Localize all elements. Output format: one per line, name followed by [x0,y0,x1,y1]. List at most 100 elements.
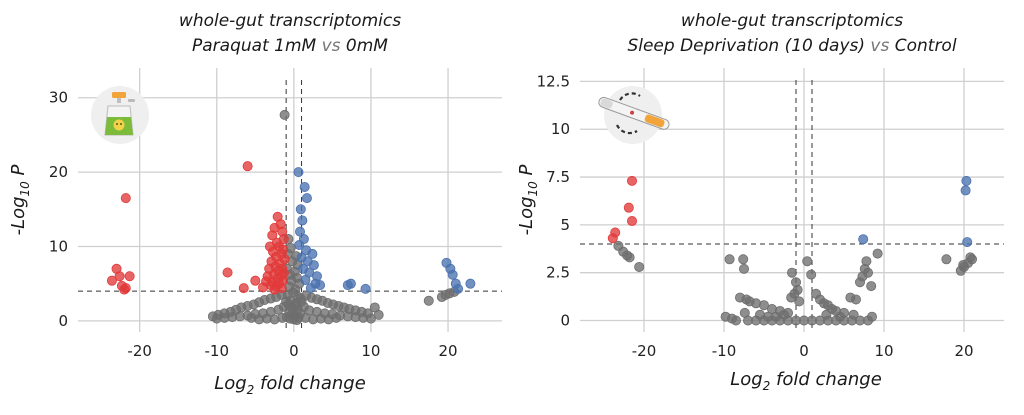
data-point-up [295,204,306,215]
y-tick-label: 20 [49,163,68,181]
data-point-ns [965,252,976,263]
title-condition-a: Sleep Deprivation (10 days) [627,36,865,56]
x-axis-label: Log2 fold change [214,373,366,397]
data-point-ns [724,254,735,265]
volcano-plot-paraquat: whole-gut transcriptomics Paraquat 1mM v… [8,11,502,397]
data-point-ns [821,309,832,320]
data-point-ns [731,315,742,326]
data-point-ns [759,300,770,311]
y-axis-label: -Log10 P [8,164,32,235]
data-point-down [124,271,135,282]
sleep-deprivation-tube-icon [598,86,670,144]
paraquat-bottle-icon [91,86,149,144]
data-point-ns [802,256,813,267]
x-tick-label: -20 [127,342,152,360]
title-vs: vs [322,36,341,56]
y-tick-label: 0 [560,312,570,330]
data-point-up [960,185,971,196]
data-point-down [119,284,130,295]
data-point-ns [867,311,878,322]
y-tick-label: 0 [58,312,68,330]
data-point-down [267,230,278,241]
data-point-down [106,275,117,286]
y-tick-label: 7.5 [546,168,570,186]
data-point-ns [863,267,874,278]
tick-labels: -20 -10 0 10 20 0 10 20 30 [49,89,458,360]
data-point-ns [787,267,798,278]
data-point-ns [941,254,952,265]
data-point-up [465,278,476,289]
data-point-ns [624,252,635,263]
data-point-up [315,280,326,291]
y-tick-label: 2.5 [546,264,570,282]
data-point-ns [739,263,750,274]
data-point-ns [423,295,434,306]
data-point-ns [738,254,749,265]
data-point-down [269,284,280,295]
chart-title-line2: Sleep Deprivation (10 days) vs Control [627,36,956,56]
data-point-up [447,269,458,280]
data-points [607,175,978,326]
data-point-ns [365,313,376,324]
data-point-up [301,193,312,204]
x-tick-label: -10 [712,342,737,360]
y-axis-label: -Log10 P [516,164,540,235]
data-point-ns [211,313,222,324]
data-point-up [858,234,869,245]
data-point-ns [298,301,309,312]
data-point-up [294,239,305,250]
data-point-up [299,181,310,192]
y-tick-label: 10 [551,120,570,138]
data-point-ns [634,261,645,272]
data-point-ns [279,109,290,120]
data-point-up [297,215,308,226]
data-point-ns [835,311,846,322]
data-point-ns [779,309,790,320]
data-point-down [627,216,638,227]
data-point-down [242,161,253,172]
y-tick-label: 10 [49,237,68,255]
data-point-down [627,175,638,186]
y-tick-label: 30 [49,89,68,107]
data-point-down [623,202,634,213]
data-point-up [305,283,316,294]
data-point-ns [872,248,883,259]
data-point-up [307,248,318,259]
data-point-down [238,283,249,294]
x-tick-label: 0 [289,342,299,360]
x-axis-label: Log2 fold change [730,369,882,393]
y-tick-label: 12.5 [537,72,570,90]
data-point-ns [246,312,257,323]
data-point-up [308,260,319,271]
x-tick-label: 10 [361,342,380,360]
data-point-down [261,276,272,287]
y-tick-label: 5 [560,216,570,234]
volcano-plot-sleep-deprivation: whole-gut transcriptomics Sleep Deprivat… [516,11,1004,393]
data-point-ns [866,281,877,292]
data-point-up [453,283,464,294]
data-point-up [962,237,973,248]
data-point-up [360,283,371,294]
chart-title-line1: whole-gut transcriptomics [681,11,903,31]
data-point-ns [291,315,302,326]
title-vs: vs [870,36,889,56]
data-point-down [607,233,618,244]
data-point-down [222,267,233,278]
x-tick-label: 20 [438,342,457,360]
data-point-up [961,175,972,186]
x-tick-label: 10 [874,342,893,360]
data-point-ns [786,292,797,303]
data-point-ns [958,260,969,271]
x-tick-label: -10 [205,342,230,360]
data-point-up [342,280,353,291]
data-point-ns [278,301,289,312]
data-point-down [120,193,131,204]
title-condition-a: Paraquat 1mM [192,36,317,56]
data-point-down [114,271,125,282]
chart-title-line1: whole-gut transcriptomics [179,11,401,31]
chart-title-line2: Paraquat 1mM vs 0mM [192,36,388,56]
data-points [106,109,476,326]
tick-labels: -20 -10 0 10 20 0 2.5 5 7.5 10 12.5 [537,72,974,360]
title-condition-b: 0mM [346,36,388,56]
